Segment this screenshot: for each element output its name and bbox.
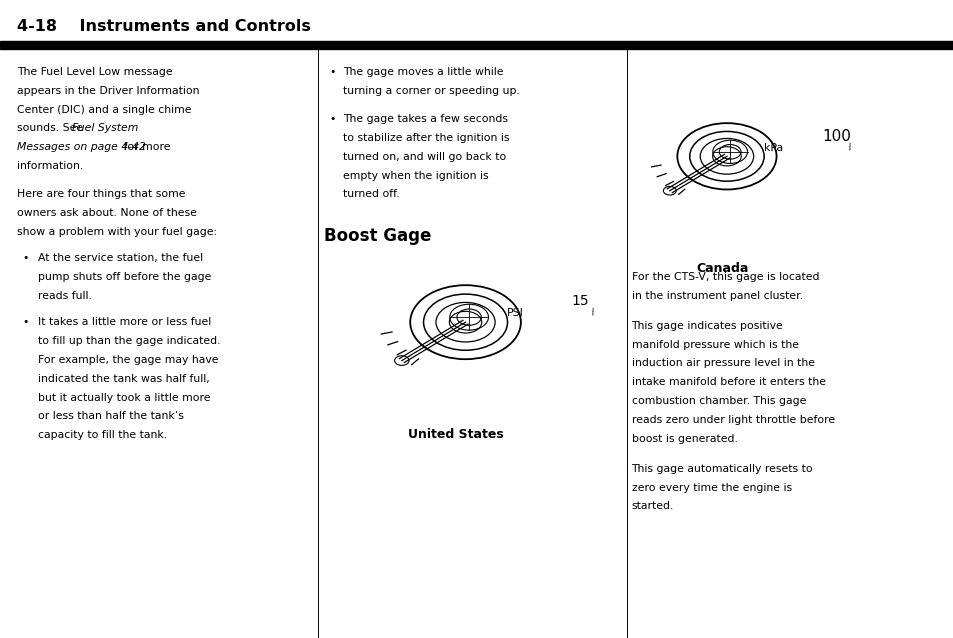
Text: Canada: Canada — [696, 262, 747, 276]
Text: combustion chamber. This gage: combustion chamber. This gage — [631, 396, 805, 406]
Text: For the CTS-V, this gage is located: For the CTS-V, this gage is located — [631, 272, 819, 282]
Text: empty when the ignition is: empty when the ignition is — [343, 170, 489, 181]
Text: zero every time the engine is: zero every time the engine is — [631, 483, 791, 493]
Text: The gage moves a little while: The gage moves a little while — [343, 67, 503, 77]
Text: This gage indicates positive: This gage indicates positive — [631, 321, 782, 331]
Text: \: \ — [589, 307, 595, 316]
Text: induction air pressure level in the: induction air pressure level in the — [631, 359, 814, 369]
Text: started.: started. — [631, 501, 673, 512]
Text: pump shuts off before the gage: pump shuts off before the gage — [38, 272, 212, 282]
Text: show a problem with your fuel gage:: show a problem with your fuel gage: — [17, 227, 217, 237]
Text: turned off.: turned off. — [343, 189, 399, 199]
Text: turned on, and will go back to: turned on, and will go back to — [343, 152, 506, 161]
Text: manifold pressure which is the: manifold pressure which is the — [631, 339, 798, 350]
Text: The Fuel Level Low message: The Fuel Level Low message — [17, 67, 172, 77]
Text: reads full.: reads full. — [38, 291, 91, 301]
Text: capacity to fill the tank.: capacity to fill the tank. — [38, 430, 167, 440]
Text: PSI: PSI — [506, 308, 523, 318]
Text: sounds. See: sounds. See — [17, 124, 87, 133]
Text: Boost Gage: Boost Gage — [324, 227, 432, 245]
Text: indicated the tank was half full,: indicated the tank was half full, — [38, 374, 210, 384]
Text: Messages on page 4-42: Messages on page 4-42 — [17, 142, 146, 152]
Text: turning a corner or speeding up.: turning a corner or speeding up. — [343, 85, 519, 96]
Text: •: • — [329, 114, 335, 124]
Text: to stabilize after the ignition is: to stabilize after the ignition is — [343, 133, 510, 143]
Text: •: • — [22, 317, 29, 327]
Text: 100: 100 — [821, 130, 850, 144]
Text: intake manifold before it enters the: intake manifold before it enters the — [631, 377, 824, 387]
Text: 15: 15 — [571, 293, 589, 308]
Text: United States: United States — [408, 427, 503, 441]
Text: This gage automatically resets to: This gage automatically resets to — [631, 464, 812, 474]
Text: Fuel System: Fuel System — [71, 124, 138, 133]
Text: appears in the Driver Information: appears in the Driver Information — [17, 85, 199, 96]
Text: kPa: kPa — [763, 143, 782, 153]
Text: 4-18    Instruments and Controls: 4-18 Instruments and Controls — [17, 19, 311, 34]
Text: For example, the gage may have: For example, the gage may have — [38, 355, 218, 365]
Text: reads zero under light throttle before: reads zero under light throttle before — [631, 415, 834, 425]
Text: It takes a little more or less fuel: It takes a little more or less fuel — [38, 317, 212, 327]
Text: owners ask about. None of these: owners ask about. None of these — [17, 208, 197, 218]
Text: Center (DIC) and a single chime: Center (DIC) and a single chime — [17, 105, 192, 115]
Text: in the instrument panel cluster.: in the instrument panel cluster. — [631, 291, 801, 300]
Bar — [0, 41, 953, 49]
Text: The gage takes a few seconds: The gage takes a few seconds — [343, 114, 508, 124]
Text: At the service station, the fuel: At the service station, the fuel — [38, 253, 203, 263]
Text: •: • — [22, 253, 29, 263]
Text: but it actually took a little more: but it actually took a little more — [38, 392, 211, 403]
Text: to fill up than the gage indicated.: to fill up than the gage indicated. — [38, 336, 220, 346]
Text: •: • — [329, 67, 335, 77]
Text: or less than half the tank’s: or less than half the tank’s — [38, 412, 184, 422]
Text: Here are four things that some: Here are four things that some — [17, 189, 186, 199]
Text: information.: information. — [17, 161, 83, 171]
Text: \: \ — [846, 142, 852, 152]
Text: for more: for more — [120, 142, 171, 152]
Text: boost is generated.: boost is generated. — [631, 434, 737, 444]
